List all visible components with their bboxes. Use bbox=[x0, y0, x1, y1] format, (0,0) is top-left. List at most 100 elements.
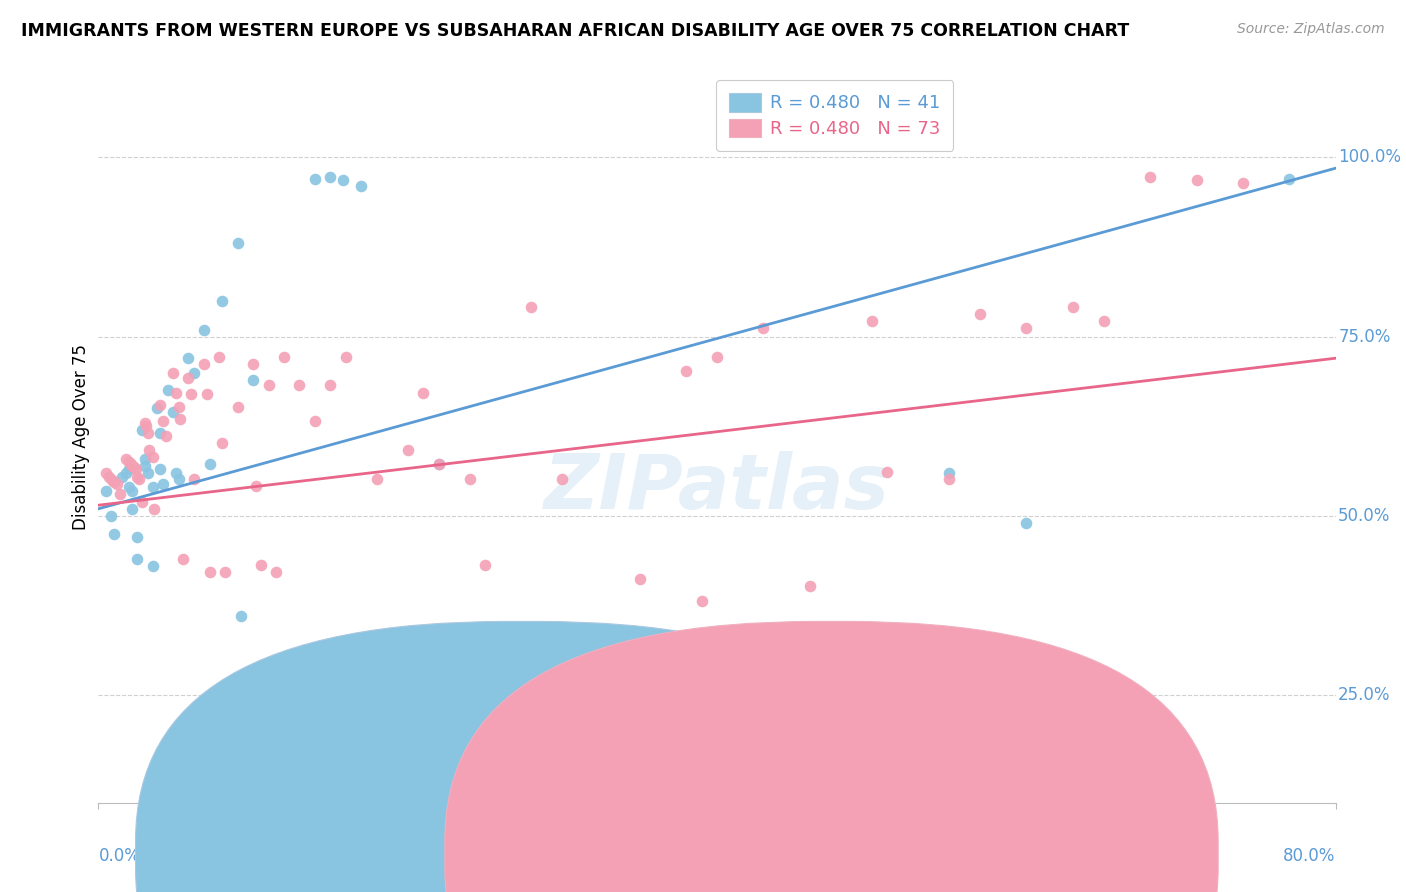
Point bbox=[143, 501, 166, 516]
Point bbox=[134, 458, 156, 473]
Point bbox=[860, 314, 883, 328]
FancyBboxPatch shape bbox=[135, 622, 908, 892]
Point bbox=[242, 357, 264, 371]
Point bbox=[101, 473, 124, 487]
Point bbox=[135, 419, 157, 434]
Point bbox=[98, 469, 121, 483]
Point bbox=[172, 552, 194, 566]
Point bbox=[118, 455, 141, 469]
Point bbox=[134, 416, 156, 430]
Point bbox=[103, 527, 125, 541]
Point bbox=[1015, 516, 1038, 530]
Point bbox=[938, 472, 960, 486]
Point bbox=[264, 565, 288, 579]
Point bbox=[706, 350, 728, 364]
Point bbox=[131, 494, 153, 508]
Point bbox=[167, 472, 190, 486]
Point bbox=[120, 458, 142, 472]
Point bbox=[396, 442, 419, 457]
Point bbox=[100, 508, 122, 523]
Text: 75.0%: 75.0% bbox=[1339, 327, 1391, 346]
Text: Source: ZipAtlas.com: Source: ZipAtlas.com bbox=[1237, 22, 1385, 37]
Y-axis label: Disability Age Over 75: Disability Age Over 75 bbox=[72, 344, 90, 530]
Point bbox=[122, 460, 145, 475]
Point bbox=[628, 572, 651, 586]
Point bbox=[146, 401, 169, 416]
Point bbox=[165, 385, 187, 400]
Point bbox=[149, 426, 172, 441]
Point bbox=[180, 387, 202, 401]
Point bbox=[177, 371, 200, 385]
Point bbox=[136, 466, 159, 480]
FancyBboxPatch shape bbox=[444, 622, 1218, 892]
Point bbox=[124, 462, 146, 476]
Point bbox=[134, 451, 156, 466]
Point bbox=[412, 385, 434, 400]
Point bbox=[103, 475, 125, 489]
Point bbox=[136, 426, 159, 441]
Point bbox=[157, 384, 180, 398]
Legend: R = 0.480   N = 41, R = 0.480   N = 73: R = 0.480 N = 41, R = 0.480 N = 73 bbox=[716, 80, 953, 151]
Point bbox=[183, 472, 205, 486]
Point bbox=[214, 565, 236, 579]
Text: 100.0%: 100.0% bbox=[1339, 148, 1402, 167]
Text: 25.0%: 25.0% bbox=[1339, 686, 1391, 705]
Text: ZIPatlas: ZIPatlas bbox=[544, 451, 890, 525]
Point bbox=[193, 357, 215, 371]
Point bbox=[1139, 170, 1161, 185]
Point bbox=[458, 472, 481, 486]
Point bbox=[551, 472, 574, 486]
Point bbox=[1185, 173, 1208, 187]
Point bbox=[193, 322, 215, 336]
Point bbox=[155, 428, 177, 442]
Point bbox=[152, 414, 174, 428]
Point bbox=[96, 483, 118, 498]
Point bbox=[128, 472, 150, 486]
Point bbox=[257, 378, 280, 392]
Point bbox=[250, 558, 273, 572]
Point bbox=[208, 350, 231, 364]
Point bbox=[121, 501, 143, 516]
Point bbox=[167, 400, 190, 414]
Point bbox=[96, 466, 118, 480]
Point bbox=[177, 351, 200, 366]
Point bbox=[138, 442, 160, 457]
Point bbox=[1015, 321, 1038, 335]
Text: 80.0%: 80.0% bbox=[1284, 847, 1336, 864]
Point bbox=[752, 321, 775, 335]
Point bbox=[169, 412, 191, 426]
Point bbox=[427, 458, 450, 472]
Point bbox=[288, 378, 311, 392]
Point bbox=[198, 565, 221, 579]
Point bbox=[226, 236, 249, 251]
Point bbox=[319, 378, 342, 392]
Point bbox=[162, 366, 184, 380]
Point bbox=[304, 172, 326, 186]
Point bbox=[165, 466, 187, 480]
Point bbox=[273, 350, 295, 364]
Text: Immigrants from Western Europe: Immigrants from Western Europe bbox=[547, 847, 801, 863]
Point bbox=[183, 366, 205, 380]
Point bbox=[876, 465, 898, 479]
Point bbox=[118, 480, 141, 494]
Point bbox=[211, 293, 233, 308]
Point bbox=[799, 579, 821, 593]
Point bbox=[969, 307, 991, 321]
Text: IMMIGRANTS FROM WESTERN EUROPE VS SUBSAHARAN AFRICAN DISABILITY AGE OVER 75 CORR: IMMIGRANTS FROM WESTERN EUROPE VS SUBSAH… bbox=[21, 22, 1129, 40]
Text: Sub-Saharan Africans: Sub-Saharan Africans bbox=[856, 847, 1019, 863]
Point bbox=[427, 458, 450, 472]
Point bbox=[162, 405, 184, 419]
Point bbox=[198, 458, 221, 472]
Point bbox=[1062, 300, 1084, 314]
Point bbox=[245, 479, 267, 493]
Point bbox=[141, 559, 165, 574]
Point bbox=[319, 170, 342, 185]
Point bbox=[118, 462, 141, 476]
Point bbox=[127, 531, 149, 545]
Point bbox=[105, 476, 128, 491]
Point bbox=[938, 466, 960, 480]
Point bbox=[1278, 172, 1301, 186]
Point bbox=[115, 466, 138, 480]
Point bbox=[211, 435, 233, 450]
Point bbox=[1232, 176, 1254, 190]
